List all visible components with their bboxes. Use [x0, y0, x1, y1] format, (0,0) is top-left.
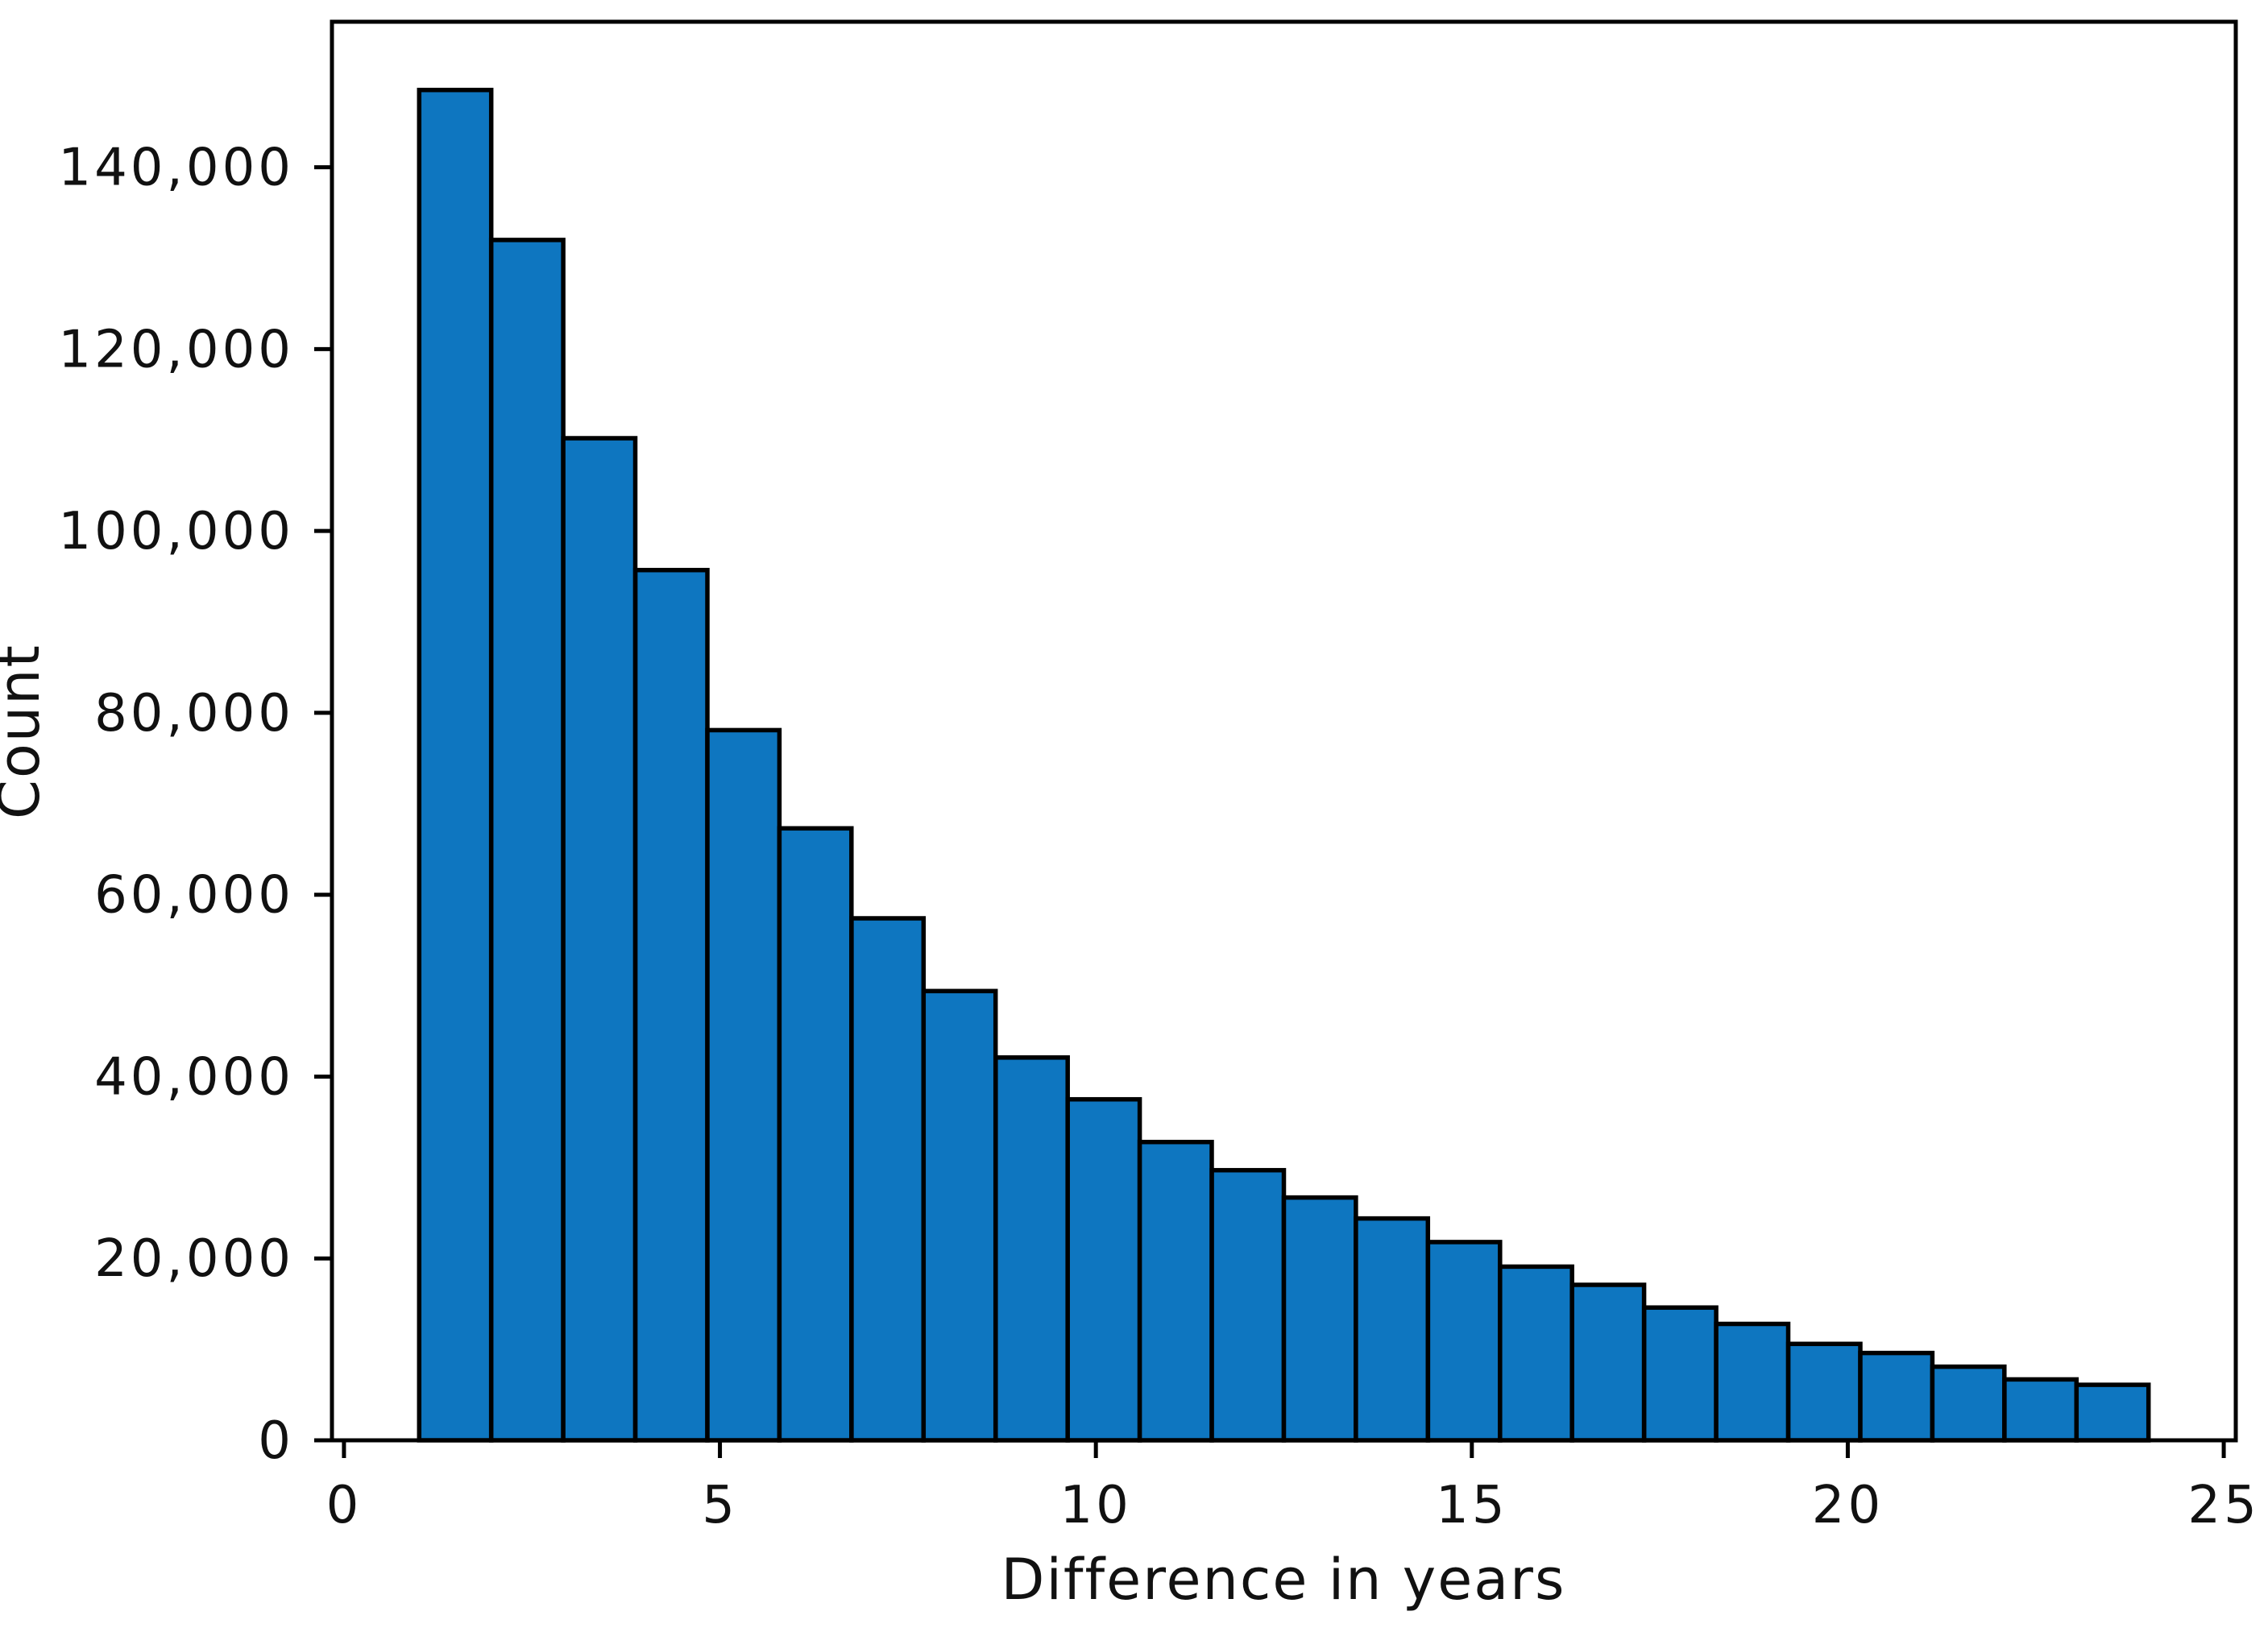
histogram-bar-12	[1209, 1167, 1287, 1443]
histogram-bar-20	[1785, 1341, 1863, 1443]
histogram-bar-7	[849, 916, 927, 1443]
histogram-bar-16	[1498, 1264, 1574, 1443]
y-tick-label: 60,000	[94, 866, 294, 926]
histogram-bar-13	[1281, 1195, 1358, 1443]
plot-border	[330, 19, 2238, 1443]
histogram-bar-2	[488, 238, 566, 1443]
histogram-bar-21	[1858, 1350, 1935, 1443]
x-tick-label: 5	[702, 1476, 738, 1535]
ticks-group: 0 5 10 15 20 25 0 20,000 40,000 60,000 80,000 100,0…	[58, 139, 2259, 1535]
histogram-bar-19	[1714, 1321, 1791, 1443]
histogram-bar-23	[2002, 1377, 2079, 1443]
x-axis-title: Difference in years	[1001, 1547, 1566, 1613]
histogram-bar-1	[417, 87, 494, 1443]
bars-group	[417, 87, 2151, 1443]
histogram-bar-22	[1930, 1364, 2007, 1443]
histogram-bar-18	[1641, 1305, 1719, 1443]
histogram-bar-14	[1354, 1216, 1431, 1443]
x-tick-label: 10	[1059, 1476, 1131, 1535]
histogram-bar-6	[777, 826, 854, 1443]
y-tick-label: 40,000	[94, 1047, 294, 1107]
histogram-bar-5	[705, 727, 782, 1443]
histogram-bar-10	[1065, 1096, 1142, 1443]
y-tick-label: 0	[258, 1411, 294, 1471]
histogram-bar-15	[1425, 1240, 1503, 1443]
y-tick-label: 80,000	[94, 684, 294, 744]
histogram-bar-9	[993, 1055, 1070, 1443]
y-tick-label: 120,000	[58, 320, 294, 379]
x-tick-label: 0	[326, 1476, 363, 1535]
histogram-bar-3	[561, 436, 638, 1443]
histogram-bar-17	[1569, 1282, 1647, 1443]
x-tick-label: 15	[1436, 1476, 1507, 1535]
histogram-bar-8	[921, 988, 998, 1443]
histogram-bar-24	[2074, 1382, 2151, 1443]
y-tick-label: 100,000	[58, 502, 294, 561]
x-tick-label: 25	[2187, 1476, 2259, 1535]
x-tick-label: 20	[1812, 1476, 1884, 1535]
y-tick-label: 20,000	[94, 1229, 294, 1289]
histogram-bar-4	[632, 567, 710, 1443]
histogram-bar-11	[1137, 1139, 1214, 1443]
y-tick-label: 140,000	[58, 139, 294, 198]
y-axis-title: Count	[0, 644, 52, 819]
